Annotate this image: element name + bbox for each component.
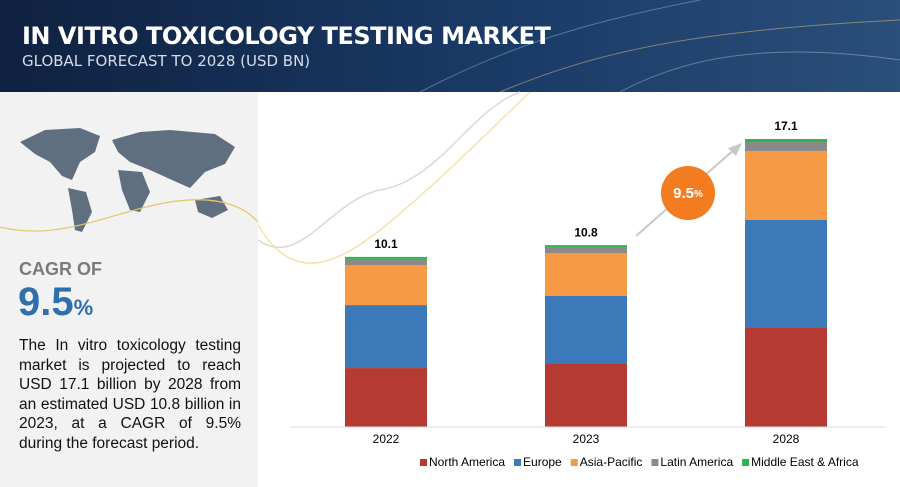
- bar-segment: [745, 142, 827, 151]
- bar-segment: [545, 364, 627, 427]
- cagr-label: CAGR OF: [19, 259, 102, 279]
- total-label: 10.8: [574, 225, 598, 239]
- sidebar: CAGR OF 9.5% The In vitro toxicology tes…: [0, 92, 258, 487]
- cagr-bubble-unit: %: [694, 189, 703, 200]
- legend-swatch: [570, 459, 578, 466]
- world-map: [0, 128, 258, 232]
- header-decor: [419, 0, 900, 92]
- legend-swatch: [651, 459, 659, 466]
- cagr-unit: %: [73, 295, 94, 320]
- bar-segment: [345, 368, 427, 427]
- legend-label: Asia-Pacific: [580, 455, 643, 469]
- bar-segment: [345, 264, 427, 306]
- bar-segment: [745, 150, 827, 221]
- total-label: 10.1: [374, 237, 398, 251]
- arrow-head: [728, 143, 742, 156]
- header: IN VITRO TOXICOLOGY TESTING MARKET GLOBA…: [0, 0, 900, 92]
- subtitle: GLOBAL FORECAST TO 2028 (USD BN): [22, 52, 311, 70]
- cagr-value: 9.5%: [18, 280, 93, 325]
- legend-label: Latin America: [660, 455, 733, 469]
- description: The In vitro toxicology testing market i…: [19, 337, 241, 452]
- legend-label: Middle East & Africa: [751, 455, 859, 469]
- bar-segment: [545, 253, 627, 296]
- bar-segment: [745, 220, 827, 328]
- bar-segment: [345, 305, 427, 369]
- cagr-bubble-label: 9.5%: [673, 185, 703, 202]
- title: IN VITRO TOXICOLOGY TESTING MARKET: [22, 22, 551, 50]
- legend-swatch: [514, 459, 522, 466]
- legend-label: Europe: [523, 455, 562, 469]
- legend-swatch: [742, 459, 750, 466]
- cagr-number: 9.5: [18, 280, 74, 324]
- x-tick-label: 2022: [373, 432, 400, 446]
- legend-swatch: [420, 459, 427, 466]
- bar-segment: [545, 295, 627, 365]
- bar-segment: [745, 139, 827, 143]
- bar-segment: [545, 246, 627, 254]
- legend-label: North America: [429, 455, 505, 469]
- x-tick-label: 2023: [573, 432, 600, 446]
- x-tick-label: 2028: [773, 432, 800, 446]
- bar-segment: [745, 327, 827, 427]
- cagr-bubble: [661, 166, 715, 220]
- cagr-bubble-value: 9.5: [673, 185, 694, 202]
- total-label: 17.1: [774, 119, 798, 133]
- bar-segment: [345, 256, 427, 259]
- bar-segment: [345, 258, 427, 265]
- bar-segment: [545, 245, 627, 247]
